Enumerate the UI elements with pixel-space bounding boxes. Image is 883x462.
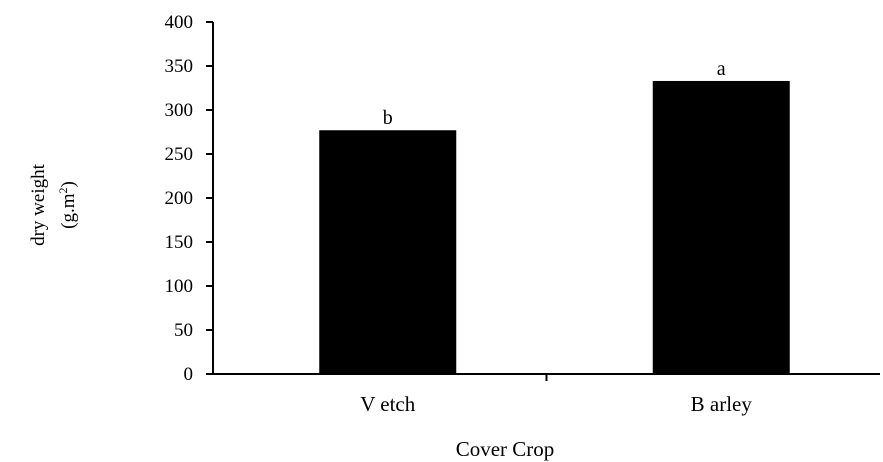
- y-tick-label: 350: [165, 56, 194, 77]
- y-axis-title-line1: dry weight: [28, 163, 49, 246]
- y-axis-title-line2: (g.m2): [56, 181, 79, 229]
- y-tick-label: 200: [165, 188, 194, 209]
- y-tick-label: 250: [165, 144, 194, 165]
- x-axis-title: Cover Crop: [456, 437, 555, 461]
- y-tick-label: 0: [184, 364, 194, 385]
- y-tick-label: 100: [165, 276, 194, 297]
- y-tick-label: 400: [165, 12, 194, 33]
- y-tick-label: 300: [165, 100, 194, 121]
- significance-letter: a: [717, 58, 726, 80]
- bar-vetch: [319, 130, 457, 374]
- x-axis: V etch B arley: [213, 373, 880, 416]
- bar-barley: [652, 80, 790, 375]
- y-axis-title: dry weight (g.m2): [28, 163, 79, 246]
- significance-letter: b: [383, 107, 393, 129]
- y-axis: 0 50 100 150 200 250 300 350 400: [165, 12, 214, 385]
- y-tick-label: 150: [165, 232, 194, 253]
- bars: ba: [319, 58, 790, 375]
- x-category-label: V etch: [360, 392, 416, 416]
- y-tick-label: 50: [174, 320, 193, 341]
- x-category-label: B arley: [691, 392, 753, 416]
